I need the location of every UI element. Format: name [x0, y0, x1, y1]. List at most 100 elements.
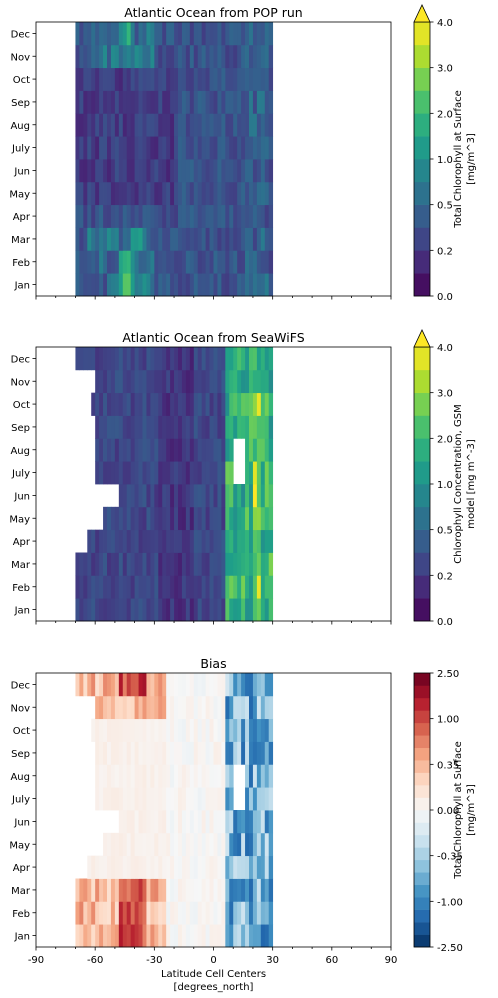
heatmap-cell	[99, 159, 104, 183]
heatmap-cell	[122, 273, 128, 297]
heatmap-cell	[260, 598, 266, 622]
heatmap-cell	[110, 67, 116, 91]
heatmap-cell	[249, 924, 254, 948]
heatmap-cell	[221, 227, 226, 251]
heatmap-cell	[158, 575, 163, 599]
heatmap-cell	[181, 136, 187, 160]
heatmap-cell	[99, 878, 104, 902]
heatmap-cell	[158, 44, 163, 69]
heatmap-cell	[134, 67, 139, 91]
heatmap-cell	[110, 44, 116, 69]
heatmap-cell	[229, 832, 234, 857]
heatmap-cell	[237, 22, 242, 46]
heatmap-cell	[209, 227, 214, 251]
heatmap-cell	[134, 44, 139, 69]
heatmap-cell	[225, 44, 230, 69]
heatmap-cell	[197, 506, 203, 531]
heatmap-cell	[256, 461, 262, 485]
heatmap-cell	[252, 764, 258, 788]
heatmap-cell	[233, 347, 238, 371]
heatmap-cell	[178, 764, 183, 788]
heatmap-cell	[233, 415, 238, 439]
heatmap-cell	[79, 598, 84, 622]
heatmap-cell	[95, 924, 100, 948]
heatmap-cell	[170, 878, 175, 902]
heatmap-cell	[225, 741, 230, 765]
heatmap-cell	[201, 718, 207, 742]
colorbar-tick-label: 1.0	[437, 480, 453, 491]
heatmap-cell	[268, 741, 274, 765]
heatmap-cell	[166, 673, 171, 697]
heatmap-cell	[162, 598, 167, 622]
heatmap-cell	[126, 369, 132, 394]
heatmap-cell	[260, 764, 266, 788]
heatmap-cell	[237, 273, 242, 297]
heatmap-cell	[174, 529, 179, 553]
heatmap-cell	[174, 369, 179, 394]
heatmap-cell	[118, 810, 124, 834]
heatmap-cell	[146, 227, 151, 251]
heatmap-cell	[201, 832, 207, 857]
heatmap-cell	[170, 832, 175, 857]
heatmap-cell	[189, 552, 195, 576]
heatmap-cell	[245, 438, 250, 462]
heatmap-cell	[193, 204, 199, 228]
heatmap-cell	[126, 855, 132, 879]
heatmap-cell	[158, 787, 163, 811]
heatmap-cell	[83, 878, 88, 902]
x-tick-label: 60	[325, 955, 338, 966]
heatmap-cell	[150, 552, 155, 576]
heatmap-cell	[185, 695, 191, 720]
heatmap-cell	[114, 273, 120, 297]
heatmap-cell	[245, 924, 250, 948]
heatmap-cell	[256, 787, 262, 811]
heatmap-cell	[150, 22, 155, 46]
heatmap-cell	[260, 227, 266, 251]
heatmap-cell	[103, 718, 108, 742]
heatmap-cell	[252, 810, 258, 834]
heatmap-cell	[213, 506, 218, 531]
heatmap-cell	[83, 44, 88, 69]
heatmap-cell	[221, 764, 226, 788]
heatmap-cell	[197, 159, 203, 183]
heatmap-cell	[91, 598, 96, 622]
heatmap-cell	[213, 415, 218, 439]
heatmap-cell	[205, 484, 210, 508]
heatmap-cell	[213, 159, 218, 183]
heatmap-cell	[122, 44, 128, 69]
heatmap-cell	[107, 369, 112, 394]
heatmap-cell	[142, 181, 147, 206]
heatmap-cell	[158, 529, 163, 553]
heatmap-cell	[142, 438, 147, 462]
heatmap-cell	[103, 204, 108, 228]
heatmap-cell	[189, 136, 195, 160]
heatmap-cell	[103, 250, 108, 274]
heatmap-cell	[110, 924, 116, 948]
heatmap-cell	[260, 552, 266, 576]
colorbar-label-line2: model [mg m^-3]	[466, 439, 477, 529]
heatmap-cell	[162, 159, 167, 183]
heatmap-cell	[126, 90, 132, 114]
heatmap-cell	[268, 529, 274, 553]
heatmap-cell	[158, 347, 163, 371]
heatmap-cell	[95, 529, 100, 553]
chart-panel-3: BiasJanFebMarAprMayJunJulyAugSepOctNovDe…	[9, 656, 477, 993]
heatmap-cell	[154, 764, 159, 788]
heatmap-cell	[83, 136, 88, 160]
heatmap-cell	[110, 598, 116, 622]
heatmap-cell	[142, 810, 147, 834]
heatmap-cell	[245, 227, 250, 251]
heatmap-cell	[91, 718, 96, 742]
heatmap-cell	[95, 878, 100, 902]
heatmap-cell	[213, 552, 218, 576]
heatmap-cell	[185, 438, 191, 462]
colorbar-tick-label: 0.00	[437, 806, 459, 817]
heatmap-cell	[154, 44, 159, 69]
heatmap-cell	[245, 44, 250, 69]
heatmap-cell	[217, 159, 222, 183]
colorbar-bin	[414, 67, 430, 91]
heatmap-cell	[268, 90, 274, 114]
heatmap-cell	[252, 159, 258, 183]
heatmap-cell	[146, 250, 151, 274]
heatmap-cell	[229, 22, 234, 46]
